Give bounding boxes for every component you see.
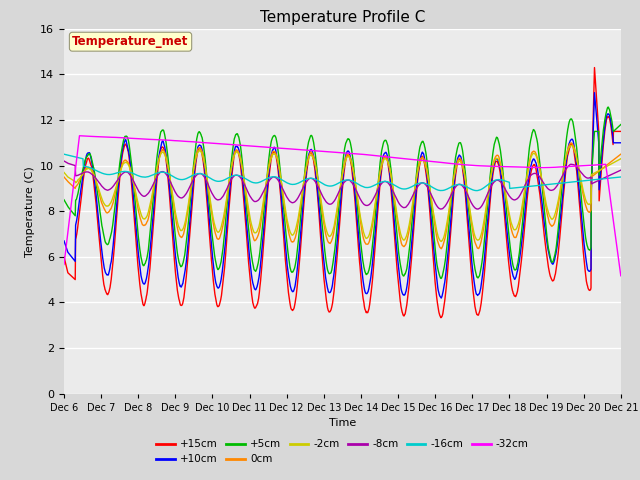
Line: -32cm: -32cm (64, 136, 621, 276)
-2cm (551, 211, 559, 217)
-16cm (551, 181, 559, 187)
-2cm (170, 203, 178, 209)
X-axis label: Time: Time (329, 418, 356, 428)
-8cm (474, 206, 482, 212)
0cm (60, 174, 68, 180)
+10cm (246, 260, 254, 265)
Line: -2cm: -2cm (64, 145, 621, 241)
-8cm (502, 188, 509, 193)
Line: +10cm: +10cm (64, 93, 621, 298)
Text: Temperature_met: Temperature_met (72, 35, 189, 48)
Line: +5cm: +5cm (64, 107, 621, 278)
-16cm (617, 174, 625, 180)
+5cm (617, 122, 625, 128)
0cm (429, 208, 436, 214)
0cm (502, 194, 509, 200)
+5cm (605, 104, 612, 110)
-32cm (617, 273, 625, 278)
+5cm (437, 276, 445, 281)
-32cm (171, 138, 179, 144)
Line: -8cm: -8cm (64, 161, 621, 209)
+10cm (184, 243, 191, 249)
Line: -16cm: -16cm (64, 154, 621, 191)
+15cm (184, 255, 191, 261)
-16cm (502, 179, 509, 184)
-2cm (617, 156, 625, 162)
-32cm (184, 139, 192, 144)
-16cm (246, 179, 254, 184)
Line: +15cm: +15cm (64, 68, 621, 318)
+5cm (184, 226, 191, 231)
Line: 0cm: 0cm (64, 143, 621, 249)
0cm (617, 151, 625, 157)
-16cm (184, 175, 191, 181)
-32cm (76, 133, 83, 139)
+10cm (60, 238, 68, 244)
-8cm (617, 167, 625, 173)
+10cm (617, 140, 625, 146)
-32cm (551, 164, 559, 170)
-32cm (502, 164, 509, 169)
+10cm (551, 255, 559, 261)
+15cm (591, 65, 598, 71)
0cm (184, 208, 191, 214)
-2cm (60, 169, 68, 175)
0cm (567, 140, 575, 146)
+5cm (502, 201, 509, 207)
0cm (437, 246, 445, 252)
+15cm (429, 248, 436, 253)
+10cm (429, 234, 436, 240)
+5cm (551, 252, 559, 257)
0cm (551, 217, 559, 223)
+5cm (429, 219, 436, 225)
-16cm (170, 174, 178, 180)
-8cm (246, 193, 254, 199)
+10cm (591, 90, 598, 96)
Legend: +15cm, +10cm, +5cm, 0cm, -2cm, -8cm, -16cm, -32cm: +15cm, +10cm, +5cm, 0cm, -2cm, -8cm, -16… (152, 435, 533, 468)
-8cm (184, 188, 191, 193)
+10cm (502, 217, 509, 223)
+15cm (551, 272, 559, 278)
0cm (246, 221, 254, 227)
-16cm (60, 151, 68, 157)
+15cm (60, 254, 68, 260)
0cm (170, 207, 178, 213)
+15cm (170, 256, 178, 262)
+15cm (437, 315, 445, 321)
-16cm (429, 185, 436, 191)
-2cm (246, 215, 254, 221)
+5cm (170, 222, 178, 228)
Title: Temperature Profile C: Temperature Profile C (260, 10, 425, 25)
-2cm (429, 205, 436, 211)
+15cm (617, 129, 625, 134)
-32cm (246, 143, 254, 149)
-2cm (437, 239, 445, 244)
+15cm (246, 276, 254, 282)
-8cm (551, 185, 559, 191)
-2cm (184, 205, 191, 211)
-8cm (429, 195, 436, 201)
-2cm (568, 143, 575, 148)
-16cm (472, 188, 480, 193)
+5cm (246, 242, 254, 248)
Y-axis label: Temperature (C): Temperature (C) (24, 166, 35, 257)
+5cm (60, 197, 68, 203)
-8cm (60, 158, 68, 164)
-32cm (60, 262, 68, 267)
+10cm (437, 295, 445, 301)
-32cm (429, 159, 437, 165)
-2cm (502, 192, 509, 198)
+10cm (170, 241, 178, 247)
+15cm (502, 229, 509, 235)
-8cm (170, 187, 178, 193)
